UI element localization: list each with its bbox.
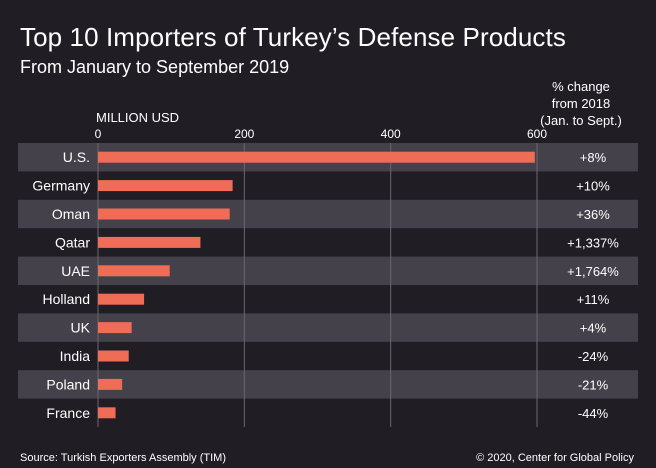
bar-u-s — [98, 151, 535, 163]
x-tick-labels: 0 200 400 600 — [95, 127, 548, 141]
category-label-germany: Germany — [32, 178, 90, 194]
pct-change-poland: -21% — [578, 377, 609, 392]
bar-india — [98, 350, 129, 362]
pct-change-holland: +11% — [577, 292, 610, 307]
chart-subtitle: From January to September 2019 — [20, 57, 290, 77]
bar-uae — [98, 265, 170, 277]
category-label-france: France — [46, 405, 90, 421]
category-label-uae: UAE — [61, 263, 90, 279]
pct-change-india: -24% — [578, 349, 609, 364]
source-note: Source: Turkish Exporters Assembly (TIM) — [20, 452, 226, 464]
bars — [98, 151, 535, 419]
category-label-poland: Poland — [46, 376, 90, 392]
category-label-india: India — [60, 348, 91, 364]
bar-germany — [98, 180, 233, 192]
bar-uk — [98, 322, 132, 334]
chart-title: Top 10 Importers of Turkey’s Defense Pro… — [20, 22, 566, 52]
category-label-oman: Oman — [52, 206, 90, 222]
bar-qatar — [98, 236, 201, 248]
copyright-note: © 2020, Center for Global Policy — [476, 452, 634, 464]
category-labels: U.S. Germany Oman Qatar UAE Holland UK India Pol… — [32, 149, 90, 421]
pct-change-uk: +4% — [580, 321, 607, 336]
category-label-qatar: Qatar — [55, 234, 90, 250]
bar-poland — [98, 378, 123, 390]
pct-change-uae: +1,764% — [567, 264, 619, 279]
category-label-holland: Holland — [43, 291, 90, 307]
bar-oman — [98, 208, 230, 220]
x-tick-label: 0 — [95, 127, 102, 141]
x-axis-unit-label: MILLION USD — [96, 110, 180, 125]
pct-change-u-s: +8% — [580, 150, 607, 165]
pct-change-france: -44% — [578, 406, 609, 421]
category-label-uk: UK — [71, 320, 91, 336]
pct-change-germany: +10% — [576, 179, 610, 194]
category-label-u-s: U.S. — [63, 149, 90, 165]
x-tick-label: 600 — [527, 127, 547, 141]
bar-holland — [98, 293, 145, 305]
bar-france — [98, 407, 116, 419]
x-tick-label: 200 — [234, 127, 254, 141]
pct-change-labels: +8% +10% +36% +1,337% +1,764% +11% +4% -24% -21%… — [567, 150, 619, 421]
x-tick-label: 400 — [381, 127, 401, 141]
pct-change-oman: +36% — [576, 207, 610, 222]
pct-change-qatar: +1,337% — [567, 235, 619, 250]
pct-change-header: % change from 2018 (Jan. to Sept.) — [540, 79, 622, 128]
